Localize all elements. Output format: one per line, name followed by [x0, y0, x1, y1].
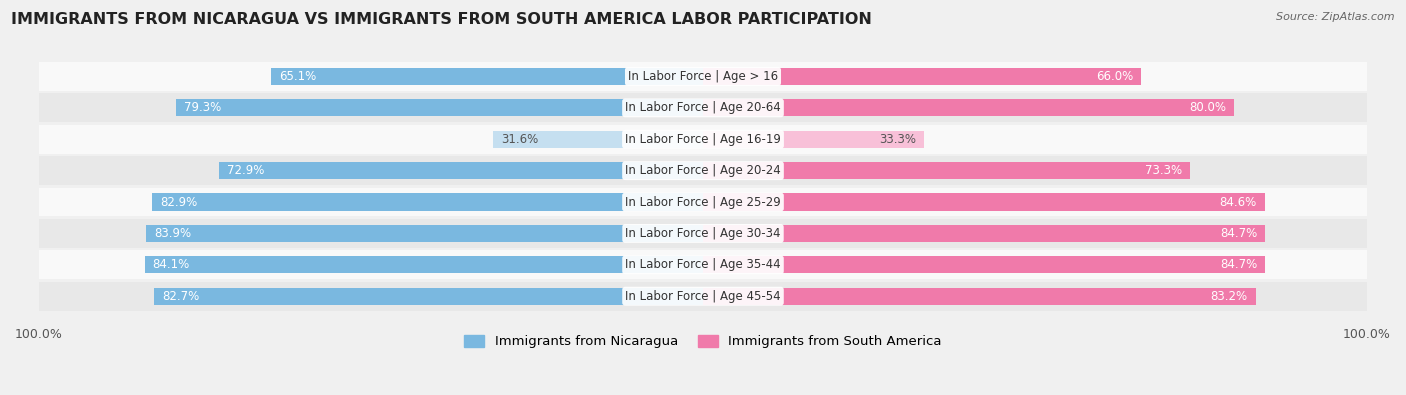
Bar	[152, 194, 703, 211]
Bar	[146, 225, 703, 242]
Bar	[176, 99, 703, 117]
Bar	[153, 288, 703, 305]
Text: 83.2%: 83.2%	[1211, 290, 1247, 303]
Text: 79.3%: 79.3%	[184, 102, 222, 115]
Text: Source: ZipAtlas.com: Source: ZipAtlas.com	[1277, 12, 1395, 22]
Text: In Labor Force | Age 16-19: In Labor Force | Age 16-19	[626, 133, 780, 146]
Text: 83.9%: 83.9%	[153, 227, 191, 240]
Bar	[703, 162, 1189, 179]
Bar	[39, 62, 1367, 91]
Text: 82.9%: 82.9%	[160, 196, 198, 209]
Legend: Immigrants from Nicaragua, Immigrants from South America: Immigrants from Nicaragua, Immigrants fr…	[460, 330, 946, 354]
Bar	[703, 194, 1265, 211]
Bar	[703, 256, 1265, 273]
Text: In Labor Force | Age 20-64: In Labor Force | Age 20-64	[626, 102, 780, 115]
Text: 84.7%: 84.7%	[1220, 258, 1257, 271]
Text: In Labor Force | Age 20-24: In Labor Force | Age 20-24	[626, 164, 780, 177]
Bar	[703, 131, 924, 148]
Text: In Labor Force | Age > 16: In Labor Force | Age > 16	[628, 70, 778, 83]
Bar	[703, 68, 1142, 85]
Bar	[39, 156, 1367, 185]
Text: 84.1%: 84.1%	[152, 258, 190, 271]
Text: In Labor Force | Age 35-44: In Labor Force | Age 35-44	[626, 258, 780, 271]
Text: 84.7%: 84.7%	[1220, 227, 1257, 240]
Bar	[145, 256, 703, 273]
Text: In Labor Force | Age 25-29: In Labor Force | Age 25-29	[626, 196, 780, 209]
Text: 80.0%: 80.0%	[1189, 102, 1226, 115]
Text: 66.0%: 66.0%	[1097, 70, 1133, 83]
Bar	[271, 68, 703, 85]
Bar	[703, 288, 1256, 305]
Text: In Labor Force | Age 30-34: In Labor Force | Age 30-34	[626, 227, 780, 240]
Text: IMMIGRANTS FROM NICARAGUA VS IMMIGRANTS FROM SOUTH AMERICA LABOR PARTICIPATION: IMMIGRANTS FROM NICARAGUA VS IMMIGRANTS …	[11, 12, 872, 27]
Bar	[39, 125, 1367, 154]
Bar	[703, 225, 1265, 242]
Text: 84.6%: 84.6%	[1219, 196, 1257, 209]
Bar	[39, 282, 1367, 310]
Text: 33.3%: 33.3%	[879, 133, 917, 146]
Text: 72.9%: 72.9%	[226, 164, 264, 177]
Text: 82.7%: 82.7%	[162, 290, 200, 303]
Bar	[39, 94, 1367, 122]
Bar	[219, 162, 703, 179]
Bar	[39, 219, 1367, 248]
Text: 31.6%: 31.6%	[501, 133, 538, 146]
Bar	[39, 188, 1367, 216]
Text: In Labor Force | Age 45-54: In Labor Force | Age 45-54	[626, 290, 780, 303]
Bar	[703, 99, 1234, 117]
Bar	[494, 131, 703, 148]
Text: 65.1%: 65.1%	[278, 70, 316, 83]
Text: 73.3%: 73.3%	[1144, 164, 1182, 177]
Bar	[39, 250, 1367, 279]
